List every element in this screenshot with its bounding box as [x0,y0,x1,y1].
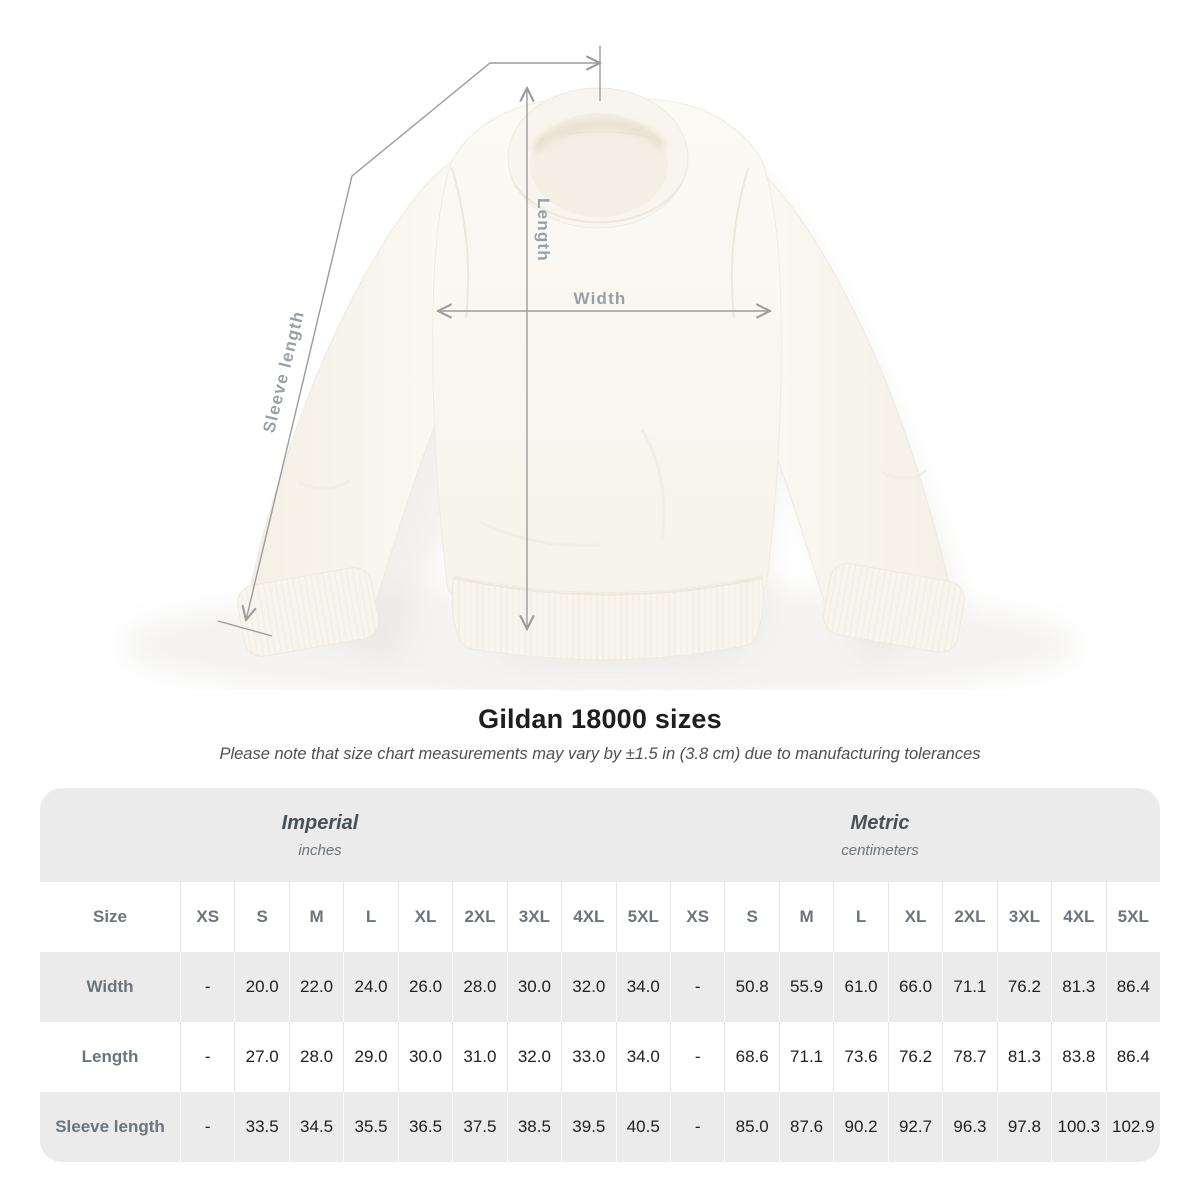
metric-label: Metric [850,811,910,834]
size-col-imperial-l: L [343,882,397,952]
size-col-metric-xl: XL [887,882,942,952]
length-imperial-4xl: 33.0 [561,1022,615,1092]
measurement-diagram: Length Width Sleeve length [120,46,1080,690]
sleeve-imperial-xs: - [180,1092,234,1162]
sleeve-length-arrow [246,63,600,620]
dimension-lines [217,46,770,637]
size-col-metric-m: M [778,882,833,952]
size-col-imperial-xs: XS [180,882,234,952]
right-cuff [823,563,965,653]
size-col-imperial-m: M [288,882,343,952]
row-label: Length [81,1047,139,1066]
table-row-length: Length - 27.0 28.0 29.0 30.0 31.0 32.0 3… [40,1022,1160,1092]
sleeve-metric-xs: - [669,1092,724,1162]
width-imperial-m: 22.0 [288,952,343,1022]
sleeve-imperial-l: 35.5 [343,1092,397,1162]
size-table: Imperial inches Metric centimeters Size … [40,788,1160,1162]
size-col-metric-s: S [724,882,778,952]
unit-group-header: Imperial inches Metric centimeters [40,788,1160,882]
length-metric-xl: 76.2 [887,1022,942,1092]
table-row-width: Width - 20.0 22.0 24.0 26.0 28.0 30.0 32… [40,952,1160,1022]
length-imperial-l: 29.0 [343,1022,397,1092]
width-imperial-3xl: 30.0 [506,952,561,1022]
size-col-imperial-3xl: 3XL [506,882,561,952]
sleeve-imperial-5xl: 40.5 [615,1092,670,1162]
page-title: Gildan 18000 sizes [478,704,722,734]
length-imperial-5xl: 34.0 [615,1022,670,1092]
width-metric-s: 50.8 [724,952,778,1022]
width-dimension-label: Width [573,289,626,308]
size-col-metric-l: L [833,882,887,952]
width-metric-2xl: 71.1 [942,952,996,1022]
length-imperial-xl: 30.0 [397,1022,452,1092]
sleeve-imperial-2xl: 37.5 [452,1092,506,1162]
sweatshirt-illustration: Length Width Sleeve length [120,46,1080,690]
table-row-sleeve-length: Sleeve length - 33.5 34.5 35.5 36.5 37.5… [40,1092,1160,1162]
width-metric-l: 61.0 [833,952,887,1022]
tolerance-note: Please note that size chart measurements… [219,745,981,763]
size-col-metric-3xl: 3XL [996,882,1051,952]
sleeve-metric-xl: 92.7 [887,1092,942,1162]
imperial-group: Imperial inches [40,788,600,882]
size-header-row: Size XS S M L XL 2XL 3XL 4XL 5XL XS S M … [40,882,1160,952]
size-col-imperial-2xl: 2XL [452,882,506,952]
sleeve-length-end-tick [217,620,273,637]
width-metric-3xl: 76.2 [996,952,1051,1022]
width-imperial-4xl: 32.0 [561,952,615,1022]
size-col-metric-xs: XS [669,882,724,952]
length-metric-5xl: 86.4 [1105,1022,1160,1092]
sleeve-imperial-3xl: 38.5 [506,1092,561,1162]
width-metric-4xl: 81.3 [1051,952,1105,1022]
length-metric-m: 71.1 [778,1022,833,1092]
imperial-unit: inches [298,841,342,859]
metric-group: Metric centimeters [600,788,1160,882]
length-metric-3xl: 81.3 [996,1022,1051,1092]
sleeve-metric-3xl: 97.8 [996,1092,1051,1162]
width-imperial-5xl: 34.0 [615,952,670,1022]
sleeve-metric-s: 85.0 [724,1092,778,1162]
size-col-imperial-5xl: 5XL [615,882,670,952]
width-imperial-s: 20.0 [234,952,288,1022]
size-col-imperial-s: S [234,882,288,952]
size-col-imperial-xl: XL [397,882,452,952]
width-metric-5xl: 86.4 [1105,952,1160,1022]
length-dimension-label: Length [534,198,553,262]
length-imperial-s: 27.0 [234,1022,288,1092]
size-col-metric-5xl: 5XL [1105,882,1160,952]
length-metric-s: 68.6 [724,1022,778,1092]
metric-unit: centimeters [841,841,919,859]
row-label: Width [86,977,134,996]
length-metric-4xl: 83.8 [1051,1022,1105,1092]
width-metric-xl: 66.0 [887,952,942,1022]
width-metric-xs: - [669,952,724,1022]
sleeve-metric-m: 87.6 [778,1092,833,1162]
sleeve-metric-4xl: 100.3 [1051,1092,1105,1162]
length-metric-2xl: 78.7 [942,1022,996,1092]
width-imperial-xs: - [180,952,234,1022]
length-imperial-2xl: 31.0 [452,1022,506,1092]
width-imperial-xl: 26.0 [397,952,452,1022]
sleeve-metric-l: 90.2 [833,1092,887,1162]
size-col-imperial-4xl: 4XL [561,882,615,952]
sleeve-imperial-m: 34.5 [288,1092,343,1162]
width-imperial-2xl: 28.0 [452,952,506,1022]
width-imperial-l: 24.0 [343,952,397,1022]
length-imperial-m: 28.0 [288,1022,343,1092]
length-imperial-xs: - [180,1022,234,1092]
sleeve-imperial-4xl: 39.5 [561,1092,615,1162]
row-label: Sleeve length [55,1117,165,1136]
size-col-metric-4xl: 4XL [1051,882,1105,952]
sleeve-imperial-xl: 36.5 [397,1092,452,1162]
size-column-header: Size [92,907,128,926]
imperial-label: Imperial [281,811,359,834]
length-imperial-3xl: 32.0 [506,1022,561,1092]
sleeve-metric-5xl: 102.9 [1105,1092,1160,1162]
size-col-metric-2xl: 2XL [942,882,996,952]
width-metric-m: 55.9 [778,952,833,1022]
sleeve-metric-2xl: 96.3 [942,1092,996,1162]
length-metric-xs: - [669,1022,724,1092]
length-metric-l: 73.6 [833,1022,887,1092]
sleeve-imperial-s: 33.5 [234,1092,288,1162]
